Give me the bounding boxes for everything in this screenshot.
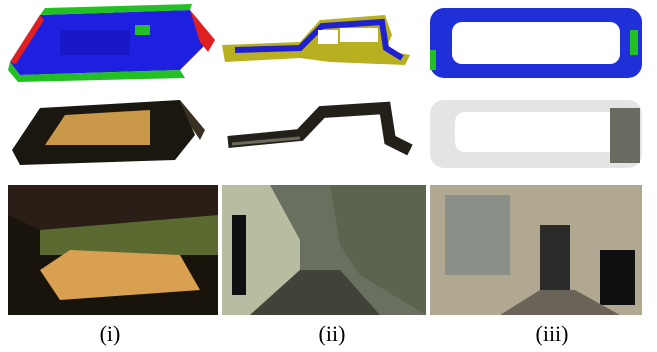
caption: (ii) <box>319 321 346 346</box>
textured-map-iii <box>430 100 642 168</box>
textured-map-i <box>12 100 205 165</box>
figure: (i) (ii) (iii) <box>0 0 657 352</box>
textured-map-ii <box>228 108 410 150</box>
semantic-map-iii <box>430 8 642 78</box>
caption: (iii) <box>536 321 569 346</box>
render-iii <box>430 185 642 315</box>
semantic-map-i <box>8 4 215 82</box>
render-i <box>8 185 218 315</box>
semantic-map-ii <box>222 15 410 65</box>
page: (i) (ii) (iii) (() => { const data = JSO… <box>0 0 657 352</box>
render-ii <box>222 185 426 315</box>
caption: (i) <box>100 321 121 346</box>
